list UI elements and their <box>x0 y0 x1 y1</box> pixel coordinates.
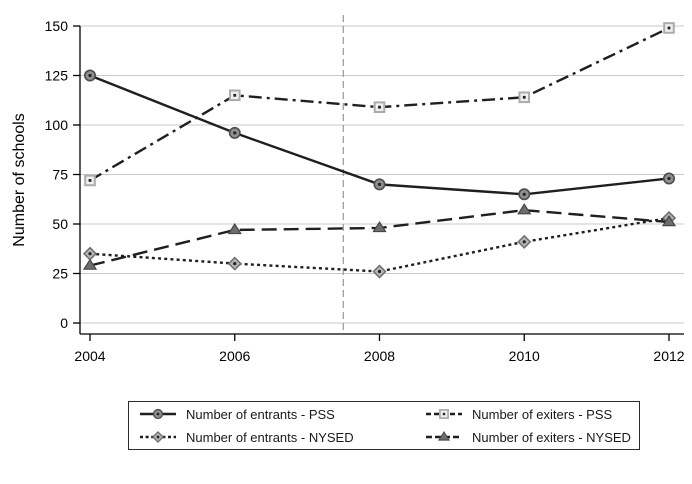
svg-text:100: 100 <box>45 117 69 133</box>
svg-text:2012: 2012 <box>653 348 684 364</box>
svg-text:125: 125 <box>45 68 69 84</box>
svg-text:25: 25 <box>52 266 68 282</box>
legend-item-exiters-pss: Number of exiters - PSS <box>425 404 639 424</box>
series-number-of-exiters-pss <box>84 22 675 187</box>
y-axis-title: Number of schools <box>11 113 28 246</box>
svg-text:50: 50 <box>52 216 68 232</box>
series-number-of-exiters-nysed <box>82 203 677 270</box>
svg-text:2010: 2010 <box>509 348 540 364</box>
legend-item-entrants-nysed: Number of entrants - NYSED <box>139 427 425 447</box>
legend-item-exiters-nysed: Number of exiters - NYSED <box>425 427 639 447</box>
svg-text:0: 0 <box>60 315 68 331</box>
svg-text:2004: 2004 <box>74 348 105 364</box>
legend-label-exiters-pss: Number of exiters - PSS <box>472 406 613 422</box>
legend-column-left: Number of entrants - PSS Number of entra… <box>129 404 425 447</box>
legend-label-entrants-nysed: Number of entrants - NYSED <box>186 429 354 445</box>
legend-label-exiters-nysed: Number of exiters - NYSED <box>472 429 631 445</box>
legend-swatch-exiters-nysed-icon <box>426 431 462 441</box>
line-chart-plot: 0 25 50 75 100 125 150 2004 2006 2008 2010 2012 Numb… <box>11 15 685 364</box>
series-number-of-entrants-pss <box>84 69 675 201</box>
svg-text:75: 75 <box>52 167 68 183</box>
legend-swatch-entrants-nysed-icon <box>140 430 176 444</box>
legend-item-entrants-pss: Number of entrants - PSS <box>139 404 425 424</box>
legend-column-right: Number of exiters - PSS Number of exiter… <box>425 404 639 447</box>
svg-text:2008: 2008 <box>364 348 395 364</box>
svg-text:150: 150 <box>45 18 69 34</box>
svg-text:2006: 2006 <box>219 348 250 364</box>
legend-swatch-exiters-pss-icon <box>426 409 462 419</box>
legend-label-entrants-pss: Number of entrants - PSS <box>186 406 335 422</box>
chart-legend: Number of entrants - PSS Number of entra… <box>128 401 640 450</box>
legend-swatch-entrants-pss-icon <box>140 408 176 420</box>
